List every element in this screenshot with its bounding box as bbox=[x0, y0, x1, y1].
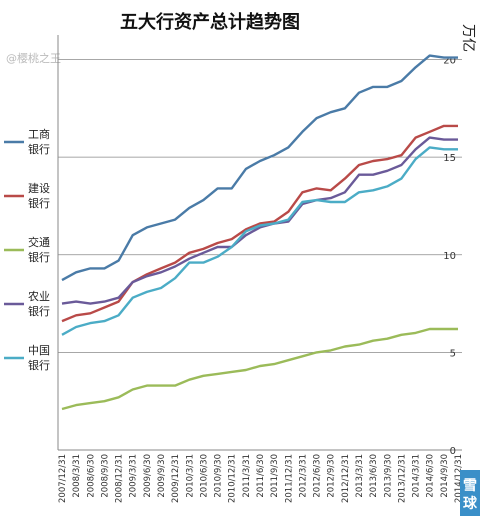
x-tick-label: 2013/12/31 bbox=[397, 454, 407, 503]
x-tick-label: 2011/9/30 bbox=[270, 454, 280, 498]
x-tick-label: 2010/3/31 bbox=[185, 454, 195, 498]
x-tick-label: 2013/9/30 bbox=[383, 454, 393, 498]
x-tick-label: 2010/6/30 bbox=[199, 454, 209, 498]
x-tick-label: 2011/6/30 bbox=[256, 454, 266, 498]
x-tick-label: 2009/9/30 bbox=[157, 454, 167, 498]
x-tick-label: 2007/12/31 bbox=[58, 454, 68, 503]
y-tick-label: 5 bbox=[450, 348, 456, 359]
gridlines bbox=[57, 35, 462, 451]
badge-label: 雪球 bbox=[463, 477, 478, 512]
legend-label: 中国银行 bbox=[28, 344, 50, 372]
x-tick-label: 2012/12/31 bbox=[341, 454, 351, 503]
x-tick-label: 2012/6/30 bbox=[313, 454, 323, 498]
y-tick-label: 0 bbox=[450, 446, 456, 457]
x-tick-label: 2009/3/31 bbox=[129, 454, 139, 498]
x-tick-label: 2011/3/31 bbox=[242, 454, 252, 498]
series-line bbox=[61, 146, 458, 336]
legend-label: 交通银行 bbox=[28, 235, 50, 264]
legend-label: 农业银行 bbox=[28, 289, 50, 318]
y-axis-ticks: 0 5 10 15 20 bbox=[443, 56, 456, 457]
x-tick-label: 2014/6/30 bbox=[426, 454, 436, 498]
unit-label: 万亿 bbox=[460, 24, 476, 52]
x-tick-label: 2012/3/31 bbox=[298, 454, 308, 498]
series-line bbox=[61, 136, 458, 305]
x-tick-label: 2009/12/31 bbox=[171, 454, 181, 503]
series-line bbox=[61, 327, 458, 411]
series-lines bbox=[61, 54, 458, 411]
x-axis-ticks: 2007/12/31 2008/3/31 2008/6/30 2008/9/30 200… bbox=[58, 454, 464, 503]
x-tick-label: 2009/6/30 bbox=[143, 454, 153, 498]
x-tick-label: 2014/12/31 bbox=[454, 454, 464, 503]
x-tick-label: 2008/9/30 bbox=[100, 454, 110, 498]
watermark: @樱桃之王 bbox=[6, 51, 61, 65]
legend-label: 建设银行 bbox=[28, 181, 50, 210]
x-tick-label: 2008/12/31 bbox=[115, 454, 125, 503]
x-tick-label: 2008/6/30 bbox=[86, 454, 96, 498]
chart-title: 五大行资产总计趋势图 bbox=[120, 11, 300, 33]
x-tick-label: 2012/9/30 bbox=[327, 454, 337, 498]
series-line bbox=[61, 124, 458, 323]
y-tick-label: 15 bbox=[443, 153, 456, 164]
x-tick-label: 2011/12/31 bbox=[284, 454, 294, 503]
y-tick-label: 10 bbox=[443, 251, 456, 262]
y-tick-label: 20 bbox=[443, 56, 456, 67]
x-tick-label: 2008/3/31 bbox=[72, 454, 82, 498]
x-tick-label: 2010/12/31 bbox=[228, 454, 238, 503]
x-tick-label: 2014/9/30 bbox=[440, 454, 450, 498]
series-line bbox=[61, 54, 458, 282]
x-tick-label: 2013/6/30 bbox=[369, 454, 379, 498]
badge-background bbox=[460, 470, 480, 516]
x-tick-label: 2010/9/30 bbox=[214, 454, 224, 498]
x-tick-label: 2014/3/31 bbox=[412, 454, 422, 498]
x-tick-label: 2013/3/31 bbox=[355, 454, 365, 498]
legend-label: 工商银行 bbox=[28, 127, 50, 156]
